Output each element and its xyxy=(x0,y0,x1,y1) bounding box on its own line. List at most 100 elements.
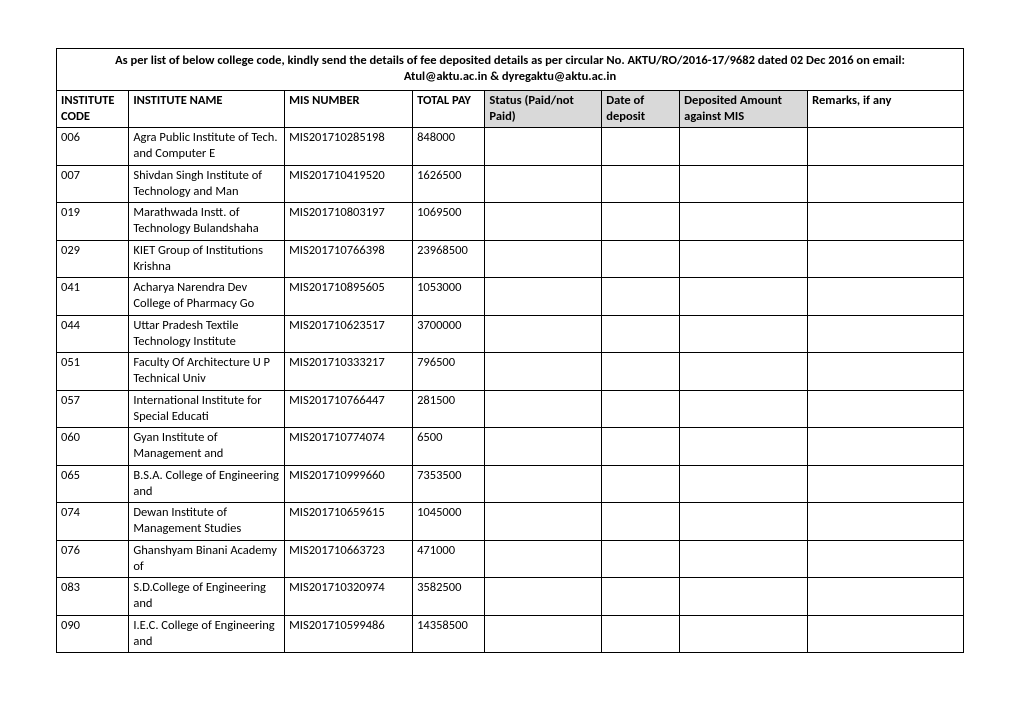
cell-amount xyxy=(680,165,808,203)
col-institute-name: INSTITUTE NAME xyxy=(129,90,285,128)
cell-code: 006 xyxy=(57,128,129,166)
cell-amount xyxy=(680,315,808,353)
cell-total: 848000 xyxy=(413,128,485,166)
cell-status xyxy=(485,278,602,316)
cell-name: I.E.C. College of Engineering and xyxy=(129,615,285,653)
cell-date xyxy=(602,165,680,203)
cell-total: 3700000 xyxy=(413,315,485,353)
cell-mis: MIS201710766447 xyxy=(285,390,413,428)
cell-date xyxy=(602,278,680,316)
table-row: 057International Institute for Special E… xyxy=(57,390,964,428)
cell-mis: MIS201710419520 xyxy=(285,165,413,203)
document-page: As per list of below college code, kindl… xyxy=(0,0,1020,653)
col-status: Status (Paid/not Paid) xyxy=(485,90,602,128)
fee-table: As per list of below college code, kindl… xyxy=(56,48,964,653)
cell-amount xyxy=(680,128,808,166)
cell-amount xyxy=(680,353,808,391)
cell-status xyxy=(485,203,602,241)
cell-status xyxy=(485,165,602,203)
column-header-row: INSTITUTE CODE INSTITUTE NAME MIS NUMBER… xyxy=(57,90,964,128)
cell-code: 065 xyxy=(57,465,129,503)
col-remarks: Remarks, if any xyxy=(808,90,964,128)
cell-remarks xyxy=(808,315,964,353)
header-line-2: Atul@aktu.ac.in & dyregaktu@aktu.ac.in xyxy=(63,69,957,85)
cell-date xyxy=(602,203,680,241)
col-mis-number: MIS NUMBER xyxy=(285,90,413,128)
cell-status xyxy=(485,540,602,578)
cell-date xyxy=(602,128,680,166)
cell-mis: MIS201710895605 xyxy=(285,278,413,316)
cell-status xyxy=(485,353,602,391)
cell-mis: MIS201710663723 xyxy=(285,540,413,578)
table-row: 076Ghanshyam Binani Academy ofMIS2017106… xyxy=(57,540,964,578)
cell-name: S.D.College of Engineering and xyxy=(129,578,285,616)
cell-date xyxy=(602,353,680,391)
cell-remarks xyxy=(808,165,964,203)
cell-code: 060 xyxy=(57,428,129,466)
cell-total: 3582500 xyxy=(413,578,485,616)
cell-date xyxy=(602,428,680,466)
cell-remarks xyxy=(808,465,964,503)
cell-status xyxy=(485,578,602,616)
table-row: 006Agra Public Institute of Tech. and Co… xyxy=(57,128,964,166)
col-institute-code: INSTITUTE CODE xyxy=(57,90,129,128)
cell-code: 076 xyxy=(57,540,129,578)
table-row: 019Marathwada Instt. of Technology Bulan… xyxy=(57,203,964,241)
cell-code: 044 xyxy=(57,315,129,353)
cell-remarks xyxy=(808,353,964,391)
header-line-1: As per list of below college code, kindl… xyxy=(63,53,957,69)
cell-code: 090 xyxy=(57,615,129,653)
cell-remarks xyxy=(808,278,964,316)
cell-remarks xyxy=(808,203,964,241)
cell-code: 007 xyxy=(57,165,129,203)
cell-code: 051 xyxy=(57,353,129,391)
cell-status xyxy=(485,465,602,503)
cell-amount xyxy=(680,578,808,616)
cell-name: International Institute for Special Educ… xyxy=(129,390,285,428)
cell-code: 041 xyxy=(57,278,129,316)
cell-total: 796500 xyxy=(413,353,485,391)
table-row: 060Gyan Institute of Management andMIS20… xyxy=(57,428,964,466)
cell-amount xyxy=(680,203,808,241)
col-total-pay: TOTAL PAY xyxy=(413,90,485,128)
cell-amount xyxy=(680,390,808,428)
cell-amount xyxy=(680,503,808,541)
cell-date xyxy=(602,240,680,278)
cell-remarks xyxy=(808,428,964,466)
cell-date xyxy=(602,503,680,541)
cell-mis: MIS201710623517 xyxy=(285,315,413,353)
cell-amount xyxy=(680,615,808,653)
cell-total: 1045000 xyxy=(413,503,485,541)
cell-date xyxy=(602,615,680,653)
cell-mis: MIS201710766398 xyxy=(285,240,413,278)
table-row: 051Faculty Of Architecture U P Technical… xyxy=(57,353,964,391)
cell-remarks xyxy=(808,503,964,541)
cell-remarks xyxy=(808,390,964,428)
cell-total: 6500 xyxy=(413,428,485,466)
cell-name: Ghanshyam Binani Academy of xyxy=(129,540,285,578)
cell-name: Faculty Of Architecture U P Technical Un… xyxy=(129,353,285,391)
cell-total: 471000 xyxy=(413,540,485,578)
table-body: 006Agra Public Institute of Tech. and Co… xyxy=(57,128,964,653)
table-row: 041Acharya Narendra Dev College of Pharm… xyxy=(57,278,964,316)
cell-remarks xyxy=(808,240,964,278)
cell-mis: MIS201710599486 xyxy=(285,615,413,653)
cell-status xyxy=(485,390,602,428)
cell-remarks xyxy=(808,615,964,653)
cell-status xyxy=(485,615,602,653)
cell-amount xyxy=(680,465,808,503)
cell-status xyxy=(485,428,602,466)
cell-name: KIET Group of Institutions Krishna xyxy=(129,240,285,278)
cell-mis: MIS201710999660 xyxy=(285,465,413,503)
cell-mis: MIS201710774074 xyxy=(285,428,413,466)
cell-mis: MIS201710659615 xyxy=(285,503,413,541)
table-row: 074Dewan Institute of Management Studies… xyxy=(57,503,964,541)
cell-date xyxy=(602,540,680,578)
cell-remarks xyxy=(808,128,964,166)
cell-total: 281500 xyxy=(413,390,485,428)
cell-code: 019 xyxy=(57,203,129,241)
cell-total: 23968500 xyxy=(413,240,485,278)
cell-code: 029 xyxy=(57,240,129,278)
cell-total: 1053000 xyxy=(413,278,485,316)
cell-name: Uttar Pradesh Textile Technology Institu… xyxy=(129,315,285,353)
